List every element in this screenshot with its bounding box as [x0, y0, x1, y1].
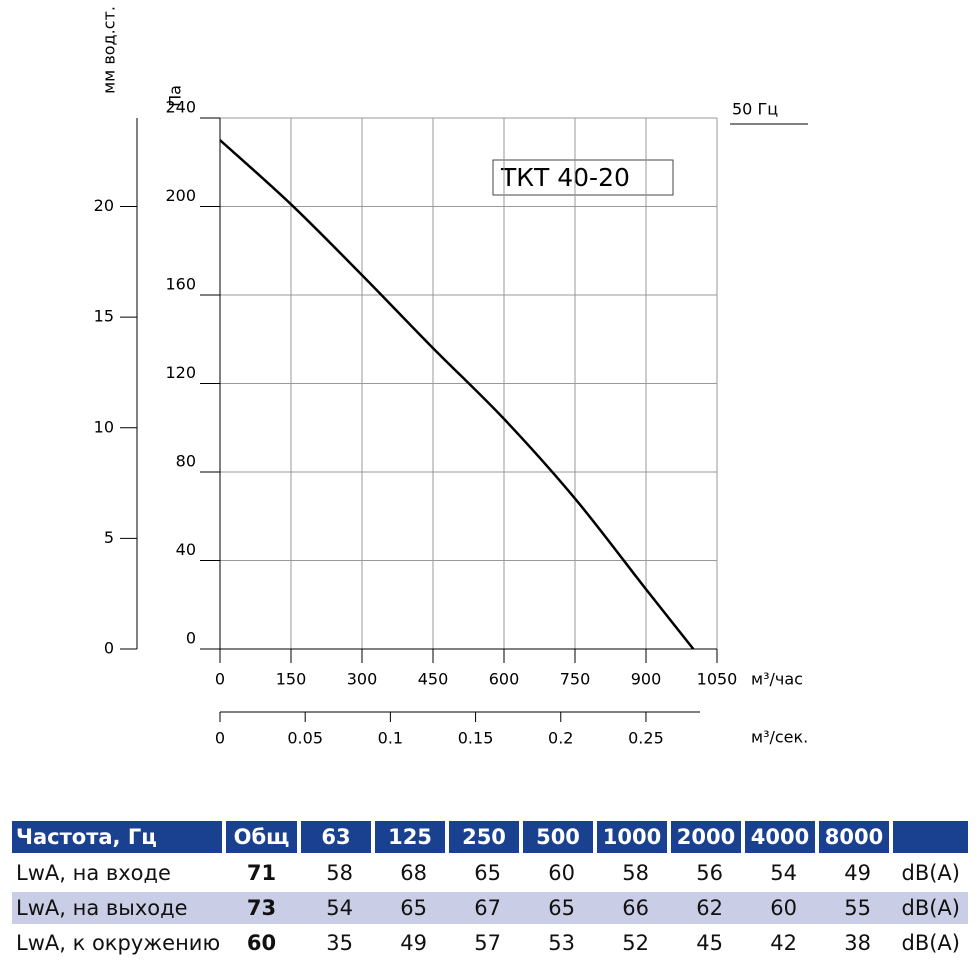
y2-tick-label: 15	[94, 307, 114, 326]
row-value: 65	[474, 861, 501, 885]
row-label: LwA, на входе	[16, 861, 171, 885]
row-value: 57	[474, 931, 501, 955]
row-value: 54	[770, 861, 797, 885]
row-value: 45	[696, 931, 723, 955]
y2-tick-label: 10	[94, 417, 114, 436]
x-tick-label: 150	[276, 670, 307, 689]
y2-tick-label: 5	[104, 528, 114, 547]
row-label: LwA, к окружению	[16, 931, 221, 955]
row-value: 73	[246, 896, 277, 920]
x2-label: м³/сек.	[751, 728, 808, 747]
row-value: 67	[474, 896, 501, 920]
row-value: 49	[844, 861, 871, 885]
row-value: 71	[246, 861, 277, 885]
x-tick-label: 1050	[697, 670, 738, 689]
row-unit: dB(A)	[901, 931, 961, 955]
row-unit: dB(A)	[901, 861, 961, 885]
x-tick-label: 0	[215, 670, 225, 689]
row-value: 58	[326, 861, 353, 885]
header-cell	[893, 821, 968, 853]
row-value: 68	[400, 861, 427, 885]
row-value: 49	[400, 931, 427, 955]
x-label: м³/час	[751, 670, 803, 689]
x2-tick-label: 0.1	[378, 729, 403, 748]
title-box	[492, 159, 674, 196]
x-tick-label: 600	[489, 670, 520, 689]
chart: мм вод.ст. Па 50 Гц ТКТ 40-20 м³/час м³/…	[94, 6, 809, 748]
row-value: 65	[548, 896, 575, 920]
header-cell: 63	[301, 821, 371, 853]
y2-label: мм вод.ст.	[100, 6, 119, 94]
x2-tick-label: 0.2	[548, 729, 573, 748]
row-value: 62	[696, 896, 723, 920]
x-tick-label: 900	[631, 670, 662, 689]
header-cell: Частота, Гц	[12, 821, 222, 853]
y-tick-label: 160	[165, 275, 196, 294]
y2-tick-label: 20	[94, 196, 114, 215]
row-value: 56	[696, 861, 723, 885]
row-value: 65	[400, 896, 427, 920]
y-tick-label: 80	[176, 452, 196, 471]
row-value: 53	[548, 931, 575, 955]
y-tick-label: 0	[186, 629, 196, 648]
x2-tick-label: 0.15	[458, 729, 494, 748]
header-cell: 1000	[597, 821, 667, 853]
x-tick-label: 750	[560, 670, 591, 689]
y-tick-label: 120	[165, 363, 196, 382]
header-cell: 2000	[671, 821, 741, 853]
row-value: 55	[844, 896, 871, 920]
row-unit: dB(A)	[901, 896, 961, 920]
row-value: 54	[326, 896, 353, 920]
row-value: 58	[622, 861, 649, 885]
row-value: 42	[770, 931, 797, 955]
curve	[219, 139, 695, 650]
y2-tick-label: 0	[104, 639, 114, 658]
row-label: LwA, на выходе	[16, 896, 188, 920]
row-value: 35	[326, 931, 353, 955]
row-band	[12, 892, 968, 924]
note: 50 Гц	[732, 100, 778, 119]
row-value: 52	[622, 931, 649, 955]
header-cell: 125	[375, 821, 445, 853]
x-tick-label: 450	[418, 670, 449, 689]
chart-title: ТКТ 40-20	[500, 163, 630, 192]
y-tick-label: 240	[165, 98, 196, 117]
row-value: 60	[770, 896, 797, 920]
x2-tick-label: 0.25	[628, 729, 664, 748]
row-value: 66	[622, 896, 649, 920]
row-value: 60	[246, 931, 277, 955]
header-cell: 4000	[745, 821, 815, 853]
y-label: Па	[166, 85, 185, 107]
y-tick-label: 200	[165, 186, 196, 205]
row-value: 38	[844, 931, 871, 955]
y-tick-label: 40	[176, 540, 196, 559]
x2-tick-label: 0	[215, 729, 225, 748]
header-cell: 500	[523, 821, 593, 853]
header-cell: 250	[449, 821, 519, 853]
x2-tick-label: 0.05	[287, 729, 323, 748]
row-value: 60	[548, 861, 575, 885]
x-tick-label: 300	[347, 670, 378, 689]
header-cell: 8000	[819, 821, 889, 853]
header-cell: Общ	[226, 821, 297, 853]
